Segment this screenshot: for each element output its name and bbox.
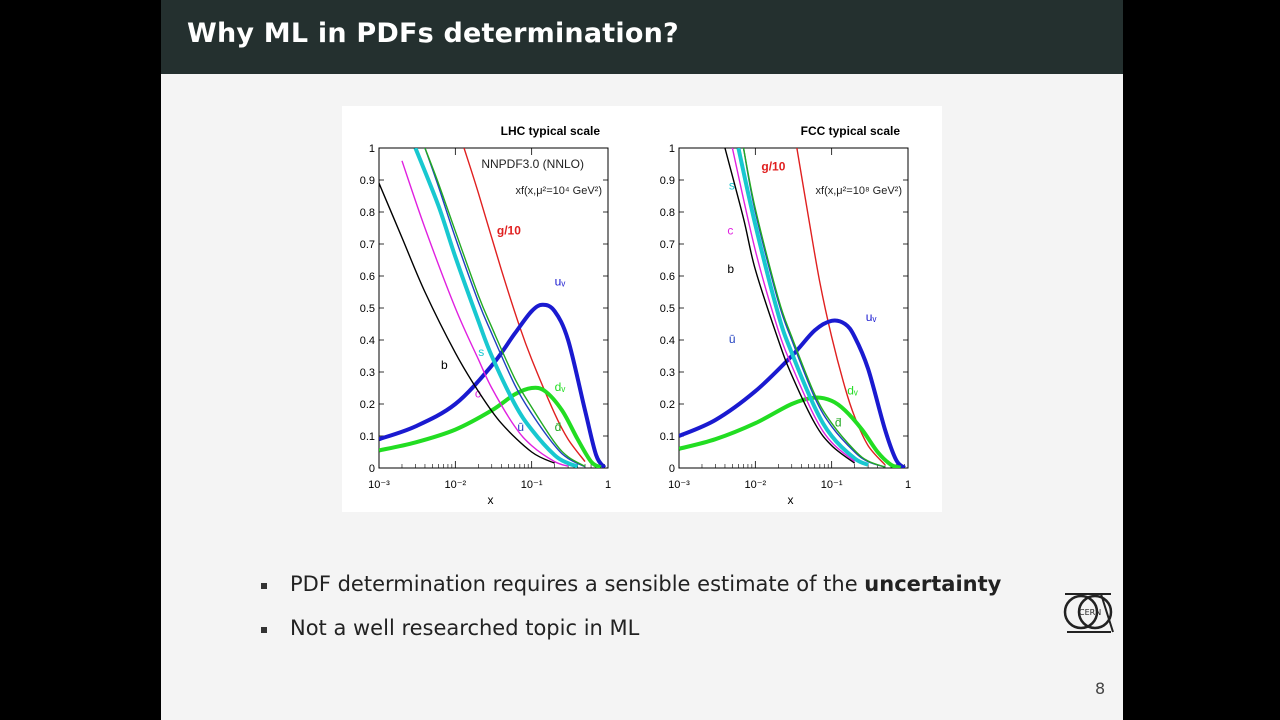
x-axis-label: x <box>788 493 794 507</box>
x-tick-label: 10⁻³ <box>368 479 390 491</box>
bullet-text: PDF determination requires a sensible es… <box>290 572 1002 596</box>
series-label: b <box>727 262 734 276</box>
series-line-d <box>424 148 586 468</box>
x-tick-label: 1 <box>905 479 911 491</box>
y-tick-label: 0.7 <box>660 239 675 251</box>
bullet-marker <box>261 627 267 633</box>
series-label: ū <box>517 420 524 434</box>
series-label: d̄ <box>835 415 842 429</box>
y-tick-label: 0.4 <box>660 335 675 347</box>
series-label: s <box>729 179 735 193</box>
y-tick-label: 0 <box>669 463 675 475</box>
series-label: d̄ <box>555 420 562 434</box>
series-line-s <box>736 148 869 467</box>
y-tick-label: 0.6 <box>360 271 375 283</box>
series-line-g10 <box>796 148 886 466</box>
y-tick-label: 1 <box>669 143 675 155</box>
series-label: dᵥ <box>555 380 566 394</box>
series-label: uᵥ <box>866 310 877 324</box>
x-tick-label: 10⁻² <box>444 479 466 491</box>
y-tick-label: 0.9 <box>660 175 675 187</box>
x-tick-label: 1 <box>605 479 611 491</box>
y-tick-label: 1 <box>369 143 375 155</box>
cern-logo-text: CERN <box>1079 608 1101 617</box>
series-line- <box>424 148 586 468</box>
series-line-d <box>679 395 902 468</box>
x-tick-label: 10⁻² <box>744 479 766 491</box>
series-label: s <box>478 345 484 359</box>
series-line-d <box>379 385 602 468</box>
chart-title: FCC typical scale <box>801 124 901 138</box>
series-line-s <box>413 148 579 468</box>
series-line-b <box>379 182 555 464</box>
slide-title: Why ML in PDFs determination? <box>187 18 679 49</box>
x-tick-label: 10⁻³ <box>668 479 690 491</box>
pdf-charts-svg: 0 0.1 0.2 0.3 0.4 0.5 0.6 0.7 0.8 0.9 1 10⁻³ 10⁻² 10⁻… <box>360 124 911 507</box>
series-label: g/10 <box>761 159 785 173</box>
y-tick-label: 0.1 <box>360 431 375 443</box>
x-tick-label: 10⁻¹ <box>821 479 843 491</box>
series-label: b <box>441 358 448 372</box>
bullet-text: Not a well researched topic in ML <box>290 616 640 640</box>
y-tick-label: 0.2 <box>660 399 675 411</box>
series-label: ū <box>729 332 736 346</box>
series-line-u <box>679 318 906 468</box>
bullet-item: Not a well researched topic in ML <box>261 616 981 660</box>
series-label: c <box>475 387 481 401</box>
y-tick-label: 0.3 <box>360 367 375 379</box>
y-tick-label: 0.5 <box>660 303 675 315</box>
y-tick-label: 0.8 <box>660 207 675 219</box>
series-line-u <box>379 302 607 468</box>
y-tick-label: 0.5 <box>360 303 375 315</box>
y-tick-label: 0.2 <box>360 399 375 411</box>
series-label: g/10 <box>497 223 521 237</box>
series-label: uᵥ <box>555 275 566 289</box>
bullet-item: PDF determination requires a sensible es… <box>261 572 1001 616</box>
chart-annotation: NNPDF3.0 (NNLO) <box>481 157 584 171</box>
series-label: dᵥ <box>847 383 858 397</box>
page-number: 8 <box>1095 679 1106 698</box>
series-line-c <box>731 148 856 463</box>
y-tick-label: 0.9 <box>360 175 375 187</box>
x-tick-label: 10⁻¹ <box>521 479 543 491</box>
scale-label: xf(x,μ²=10⁴ GeV²) <box>515 185 602 197</box>
y-tick-label: 0.1 <box>660 431 675 443</box>
bullet-list: PDF determination requires a sensible es… <box>261 572 1001 660</box>
y-tick-label: 0.6 <box>660 271 675 283</box>
series-line- <box>742 148 886 468</box>
chart-title: LHC typical scale <box>501 124 601 138</box>
y-tick-label: 0.7 <box>360 239 375 251</box>
series-line-b <box>724 148 856 464</box>
y-tick-label: 0.3 <box>660 367 675 379</box>
scale-label: xf(x,μ²=10⁸ GeV²) <box>816 185 902 197</box>
y-tick-label: 0.4 <box>360 335 375 347</box>
bullet-marker <box>261 583 267 589</box>
slide: Why ML in PDFs determination? 0 0.1 0.2 0.3… <box>161 0 1123 720</box>
series-line-g10 <box>463 148 586 463</box>
cern-logo: CERN <box>1063 593 1114 633</box>
series-label: c <box>727 223 733 237</box>
series-line-d <box>742 148 886 468</box>
series-line-c <box>401 160 569 467</box>
y-tick-label: 0.8 <box>360 207 375 219</box>
pdf-figure: 0 0.1 0.2 0.3 0.4 0.5 0.6 0.7 0.8 0.9 1 10⁻³ 10⁻² 10⁻… <box>342 106 942 512</box>
x-axis-label: x <box>488 493 494 507</box>
title-bar: Why ML in PDFs determination? <box>161 0 1123 74</box>
y-tick-label: 0 <box>369 463 375 475</box>
